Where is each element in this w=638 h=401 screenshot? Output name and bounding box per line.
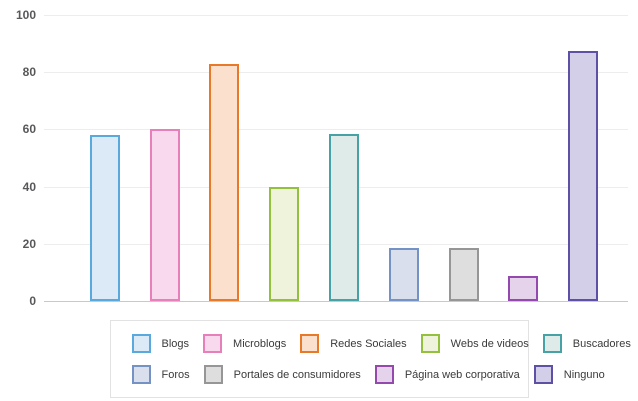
legend-item-portales-de-consumidores[interactable]: Portales de consumidores [203,365,361,384]
legend-row-2: Foros Portales de consumidores Página web … [131,365,605,384]
chart-plot-area: 0 20 40 60 80 100 [15,8,628,308]
legend-label: Ninguno [563,368,605,381]
bar-microblogs[interactable] [149,129,180,301]
legend-item-buscadores[interactable]: Buscadores [542,334,631,353]
pagina-web-corporativa-swatch-icon [374,365,394,384]
legend-row-1: Blogs Microblogs Redes Sociales Webs de vid… [131,334,631,353]
bar-portales-de-consumidores[interactable] [448,248,479,301]
bar-webs-de-videos[interactable] [269,186,300,301]
legend-item-blogs[interactable]: Blogs [131,334,190,353]
bar-blogs[interactable] [89,135,120,301]
buscadores-swatch-icon [542,334,562,353]
blogs-swatch-icon [131,334,151,353]
legend-item-redes-sociales[interactable]: Redes Sociales [300,334,407,353]
legend-item-webs-de-videos[interactable]: Webs de videos [420,334,529,353]
bar-pagina-web-corporativa[interactable] [508,276,539,301]
ninguno-swatch-icon [533,365,553,384]
legend-label: Webs de videos [450,337,529,350]
legend-label: Página web corporativa [404,368,520,381]
webs-de-videos-swatch-icon [420,334,440,353]
y-tick-label-0: 0 [29,294,36,308]
y-tick-label-80: 80 [22,65,36,80]
microblogs-swatch-icon [203,334,223,353]
gridline-60 [44,129,628,131]
legend-item-pagina-web-corporativa[interactable]: Página web corporativa [374,365,520,384]
bar-ninguno[interactable] [568,50,599,301]
y-tick-label-60: 60 [22,122,36,137]
legend-item-ninguno[interactable]: Ninguno [533,365,605,384]
legend-item-microblogs[interactable]: Microblogs [203,334,286,353]
y-tick-label-20: 20 [22,236,36,251]
bar-redes-sociales[interactable] [209,63,240,301]
legend-label: Portales de consumidores [233,368,361,381]
gridline-100 [44,15,628,16]
legend-label: Buscadores [572,337,631,350]
legend-item-foros[interactable]: Foros [131,365,190,384]
redes-sociales-swatch-icon [300,334,320,353]
bar-foros[interactable] [388,248,419,301]
y-tick-label-40: 40 [22,179,36,194]
legend-label: Redes Sociales [330,337,407,350]
portales-de-consumidores-swatch-icon [203,365,223,384]
bar-buscadores[interactable] [329,133,359,301]
gridline-80 [44,72,628,74]
foros-swatch-icon [131,365,151,384]
legend-label: Foros [161,368,190,381]
chart-legend: Blogs Microblogs Redes Sociales Webs de vid… [109,320,631,398]
legend-label: Blogs [161,337,190,350]
x-axis-line [44,301,628,302]
legend-label: Microblogs [233,337,287,350]
y-tick-label-100: 100 [15,8,36,22]
